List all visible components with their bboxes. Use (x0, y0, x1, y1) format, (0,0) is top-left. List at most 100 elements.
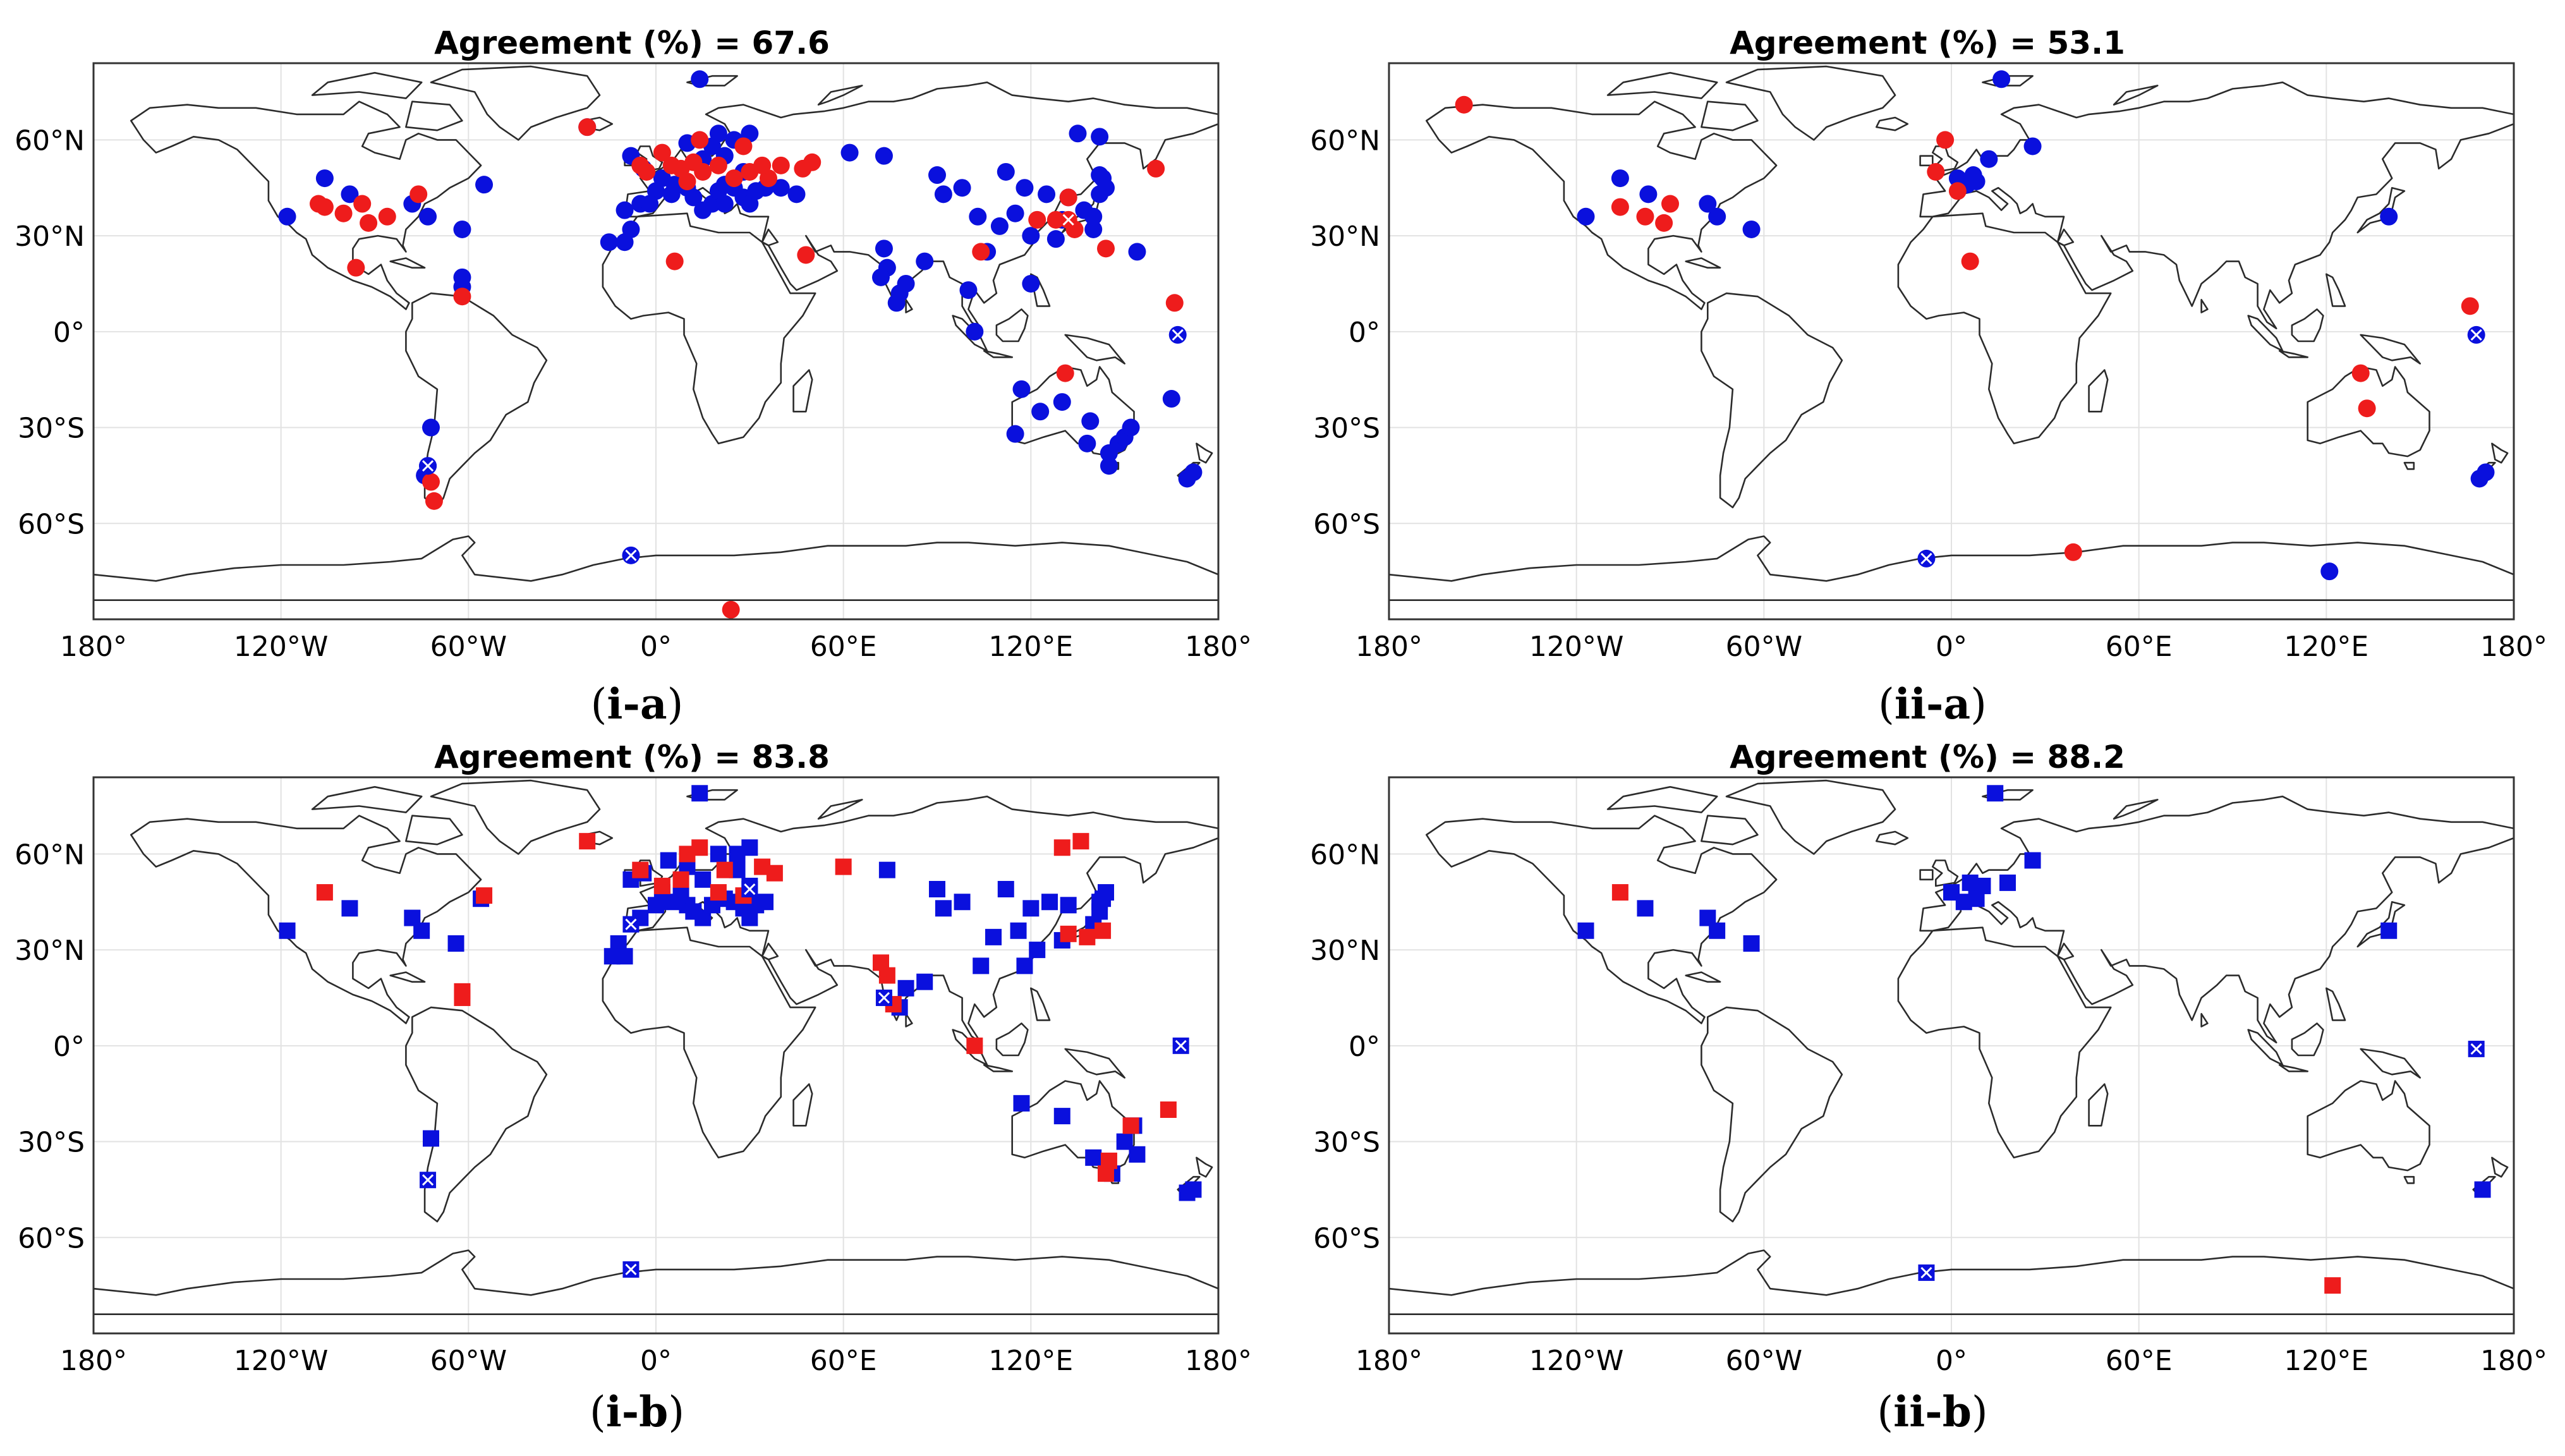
station-marker (753, 156, 772, 174)
cross-mark (421, 1174, 434, 1186)
landmass-canadian-arctic (1606, 71, 1718, 99)
landmass-greenland (1725, 65, 1896, 141)
station-marker (2320, 562, 2339, 581)
station-marker (997, 881, 1014, 898)
station-marker (600, 233, 618, 252)
station-marker (990, 217, 1009, 235)
station-marker (1178, 470, 1196, 488)
station-marker (1655, 214, 1673, 232)
caption-close-ii-a: ) (1970, 680, 1987, 729)
x-tick-label: 180° (60, 1345, 127, 1377)
map-frame-ii-a (1388, 62, 2515, 621)
y-tick-label: 60°S (1313, 1222, 1380, 1254)
station-marker (959, 281, 978, 300)
landmass-ireland (1919, 869, 1934, 881)
stations-i-b (279, 785, 1202, 1278)
landmass-australia (1011, 1080, 1135, 1172)
station-marker (972, 243, 990, 261)
station-marker (453, 220, 471, 238)
landmass-madagascar (792, 1083, 813, 1127)
station-marker (1927, 162, 1945, 181)
x-tick-label: 180° (1355, 631, 1422, 663)
station-marker (1072, 833, 1089, 850)
landmass-new-zealand-n (2491, 1156, 2509, 1178)
station-marker (772, 179, 790, 197)
landmass-eurasia (624, 796, 1218, 1044)
station-marker (578, 118, 597, 136)
station-marker (716, 861, 733, 878)
station-marker (2351, 364, 2370, 382)
caption-label-i-a: i-a (607, 679, 667, 729)
station-marker (1091, 128, 1109, 146)
station-marker (766, 864, 783, 882)
station-marker (1059, 188, 1077, 207)
station-marker (1046, 230, 1065, 248)
axis-ticks-ii-b: 180° 120°W 60°W 0° 60°E 120°E 180° 60°N 30°N 0° 30… (1310, 839, 2547, 1377)
y-tick-label: 60°S (18, 1222, 85, 1254)
x-tick-label: 60°E (2106, 631, 2173, 663)
title-ii-a: Agreement (%) = 53.1 (1730, 25, 2125, 61)
x-tick-label: 60°E (810, 631, 877, 663)
landmass-canadian-arctic (1606, 786, 1718, 813)
landmass-north-america (1426, 100, 1778, 310)
landmass-new-zealand-n (1196, 1156, 1213, 1178)
station-marker (2461, 297, 2479, 315)
station-marker (2064, 543, 2082, 561)
cross-mark (1920, 1266, 1932, 1278)
cross-mark (2470, 1043, 2482, 1055)
station-marker (1029, 942, 1046, 959)
landmass-eurasia (624, 82, 1218, 330)
station-marker (1637, 900, 1654, 917)
station-marker (878, 967, 895, 984)
station-marker (1116, 1133, 1133, 1150)
x-tick-label: 60°W (1726, 631, 1803, 663)
station-marker (1016, 179, 1034, 197)
landmass-eurasia (1919, 796, 2514, 1044)
landmass-arabia-fix (761, 228, 779, 246)
axis-ticks-i-b: 180° 120°W 60°W 0° 60°E 120°E 180° 60°N 30°N 0° 30… (15, 839, 1252, 1377)
x-tick-label: 180° (1355, 1345, 1422, 1377)
station-marker (797, 246, 815, 264)
station-marker (715, 195, 734, 213)
station-marker (2380, 207, 2398, 226)
caption-close-ii-b: ) (1971, 1388, 1988, 1436)
station-marker (1006, 425, 1024, 443)
station-marker (966, 322, 984, 341)
x-tick-label: 60°W (430, 631, 507, 663)
y-tick-label: 0° (53, 317, 85, 349)
station-marker (1611, 884, 1628, 901)
cross-mark (1175, 1040, 1187, 1052)
landmass-north-america (1426, 815, 1778, 1024)
station-marker (897, 980, 914, 997)
station-marker (741, 839, 758, 856)
x-tick-label: 180° (1185, 631, 1252, 663)
station-marker (1084, 220, 1103, 238)
station-marker (1098, 1165, 1114, 1182)
station-marker (840, 143, 859, 162)
landmass-new-guinea (1064, 334, 1125, 365)
cross-mark (421, 460, 434, 472)
landmass-borneo (995, 308, 1029, 343)
y-tick-label: 30°N (1310, 935, 1380, 967)
x-tick-label: 120°E (2284, 631, 2368, 663)
landmass-africa (602, 212, 816, 445)
station-marker (632, 861, 649, 878)
landmass-greenland (1725, 779, 1896, 855)
landmass-africa (602, 926, 816, 1159)
landmass-baffin (405, 815, 463, 846)
station-marker (422, 418, 440, 437)
station-marker (875, 240, 893, 258)
station-marker (878, 861, 895, 878)
axis-ticks-i-a: 180° 120°W 60°W 0° 60°E 120°E 180° 60°N 30°N 0° 30… (15, 124, 1252, 663)
station-marker (1699, 195, 1717, 213)
x-tick-label: 120°W (1529, 631, 1624, 663)
caption-i-a: (i-a) (511, 679, 763, 729)
station-marker (2477, 463, 2495, 482)
station-marker (579, 833, 596, 850)
x-tick-label: 120°W (234, 1345, 329, 1377)
station-marker (316, 884, 333, 901)
landmass-madagascar (2088, 369, 2109, 413)
x-tick-label: 0° (640, 1345, 672, 1377)
landmass-novaya-zemlya (2113, 799, 2159, 820)
landmass-canadian-arctic (311, 71, 423, 99)
